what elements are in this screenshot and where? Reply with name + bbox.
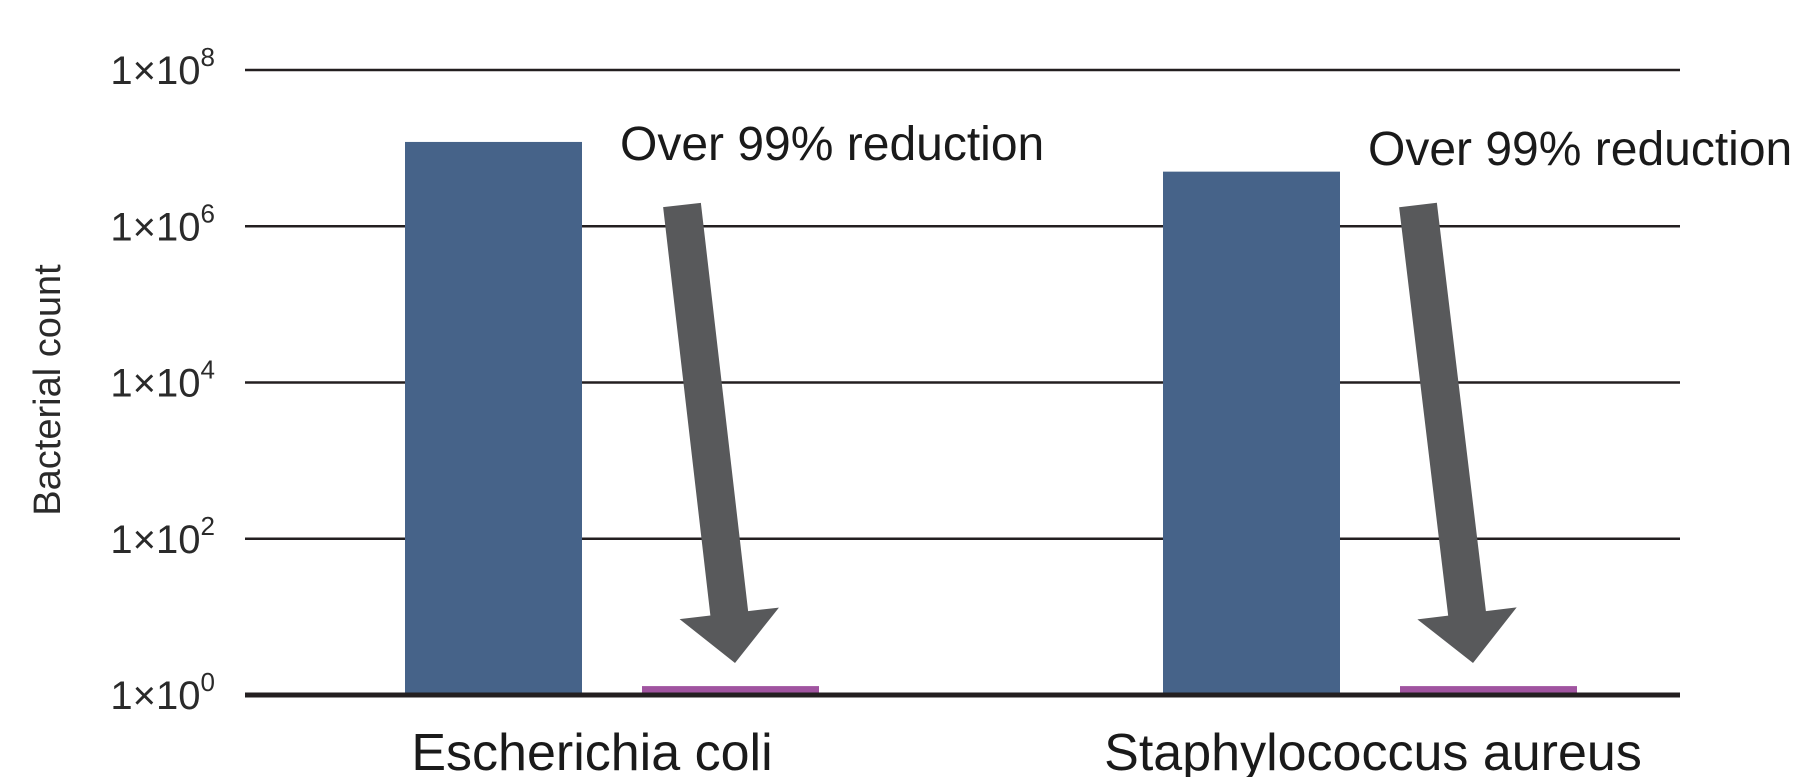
reduction-arrows: [663, 202, 1517, 663]
arrow: [1399, 202, 1517, 663]
bar: [1163, 171, 1340, 696]
y-tick-label: 1×106: [110, 198, 215, 249]
y-tick-label: 1×100: [110, 667, 215, 718]
bar: [642, 686, 819, 695]
category-label: Escherichia coli: [411, 724, 772, 777]
annotation-text: Over 99% reduction: [1368, 123, 1792, 176]
bar: [405, 141, 582, 695]
bar: [1400, 686, 1577, 695]
category-labels: Escherichia coli Staphylococcus aureus: [411, 724, 1641, 777]
annotations: Over 99% reduction Over 99% reduction: [620, 118, 1792, 176]
y-tick-labels: 1×100 1×102 1×104 1×106 1×108: [110, 42, 215, 718]
annotation-text: Over 99% reduction: [620, 118, 1044, 171]
y-axis-label: Bacterial count: [27, 264, 69, 516]
category-label: Staphylococcus aureus: [1104, 724, 1642, 777]
y-tick-label: 1×108: [110, 42, 215, 93]
arrow: [663, 202, 779, 663]
y-tick-label: 1×102: [110, 511, 215, 562]
bars: [405, 141, 1577, 696]
y-tick-label: 1×104: [110, 355, 215, 406]
